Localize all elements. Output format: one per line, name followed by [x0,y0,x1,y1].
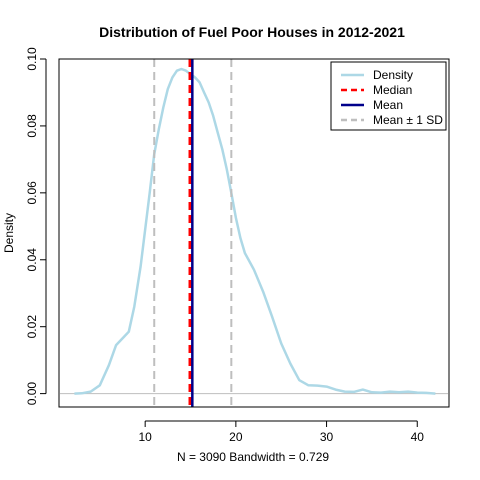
y-axis: 0.00 0.02 0.04 0.06 0.08 0.10 [25,47,47,406]
y-tick-label-0.04: 0.04 [25,248,39,272]
legend-median-label: Median [373,83,412,97]
x-tick-label-20: 20 [229,430,243,444]
y-tick-label-0.08: 0.08 [25,114,39,138]
legend-box [330,61,447,131]
plot-area [60,59,448,407]
plot-frame [58,58,450,408]
y-tick-label-0.00: 0.00 [25,382,39,406]
x-axis: 10 20 30 40 [138,420,425,444]
y-axis-label: Density [2,213,16,253]
x-tick-label-40: 40 [411,430,425,444]
legend-mean-label: Mean [373,98,403,112]
chart-title: Distribution of Fuel Poor Houses in 2012… [99,24,405,40]
x-axis-label: N = 3090 Bandwidth = 0.729 [177,450,329,464]
x-tick-label-10: 10 [138,430,152,444]
y-tick-label-0.06: 0.06 [25,181,39,205]
y-tick-label-0.02: 0.02 [25,315,39,339]
legend-mean-sd-label: Mean ± 1 SD [373,113,443,127]
density-curve [74,67,436,395]
x-tick-label-30: 30 [320,430,334,444]
legend-density-label: Density [373,68,413,82]
y-tick-label-0.10: 0.10 [25,47,39,71]
